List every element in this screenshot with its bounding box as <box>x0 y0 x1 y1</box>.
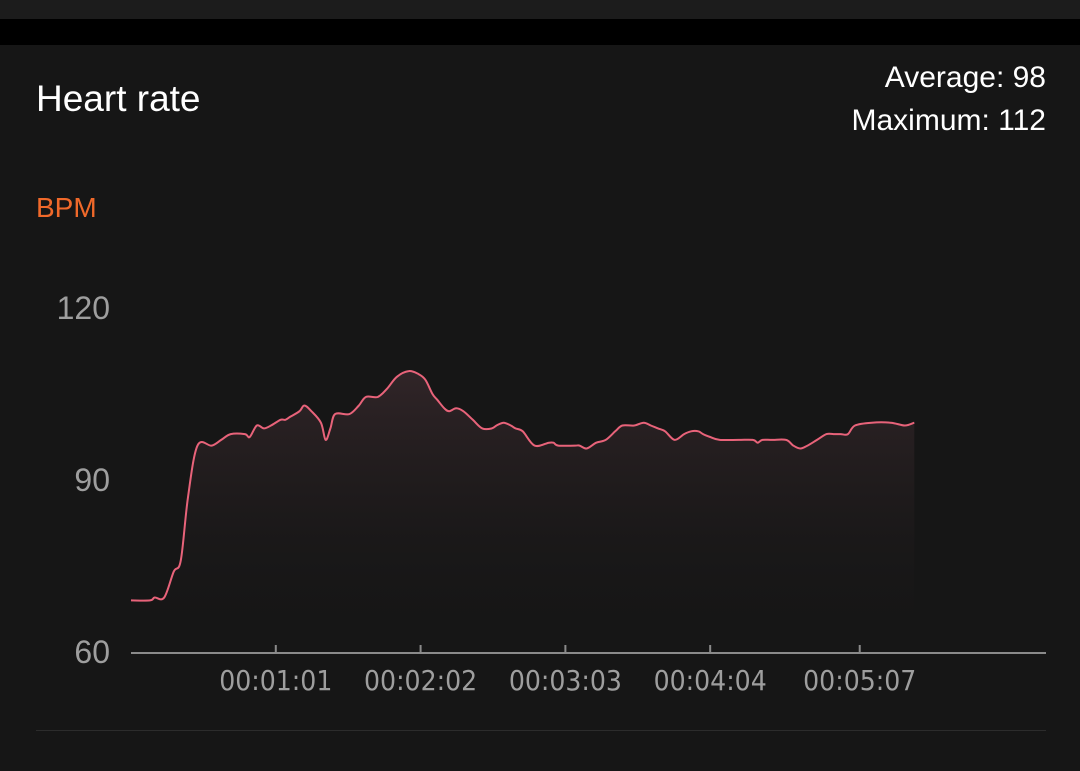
card-title: Heart rate <box>36 78 201 119</box>
average-stat: Average: 98 <box>884 61 1046 94</box>
y-tick-label: 90 <box>74 462 110 498</box>
y-tick-label: 120 <box>57 290 110 326</box>
y-tick-label: 60 <box>74 634 110 670</box>
x-tick-label: 00:04:04 <box>654 664 767 697</box>
x-tick-label: 00:03:03 <box>509 664 622 697</box>
x-tick-label: 00:01:01 <box>219 664 332 697</box>
maximum-stat: Maximum: 112 <box>851 104 1046 137</box>
header-band <box>0 19 1080 45</box>
x-tick-label: 00:05:07 <box>803 664 916 697</box>
status-bar <box>0 0 1080 19</box>
heart-rate-line <box>130 370 915 602</box>
divider <box>36 730 1046 731</box>
x-tick-label: 00:02:02 <box>364 664 477 697</box>
unit-label: BPM <box>36 192 97 223</box>
heart-rate-area <box>131 371 915 652</box>
